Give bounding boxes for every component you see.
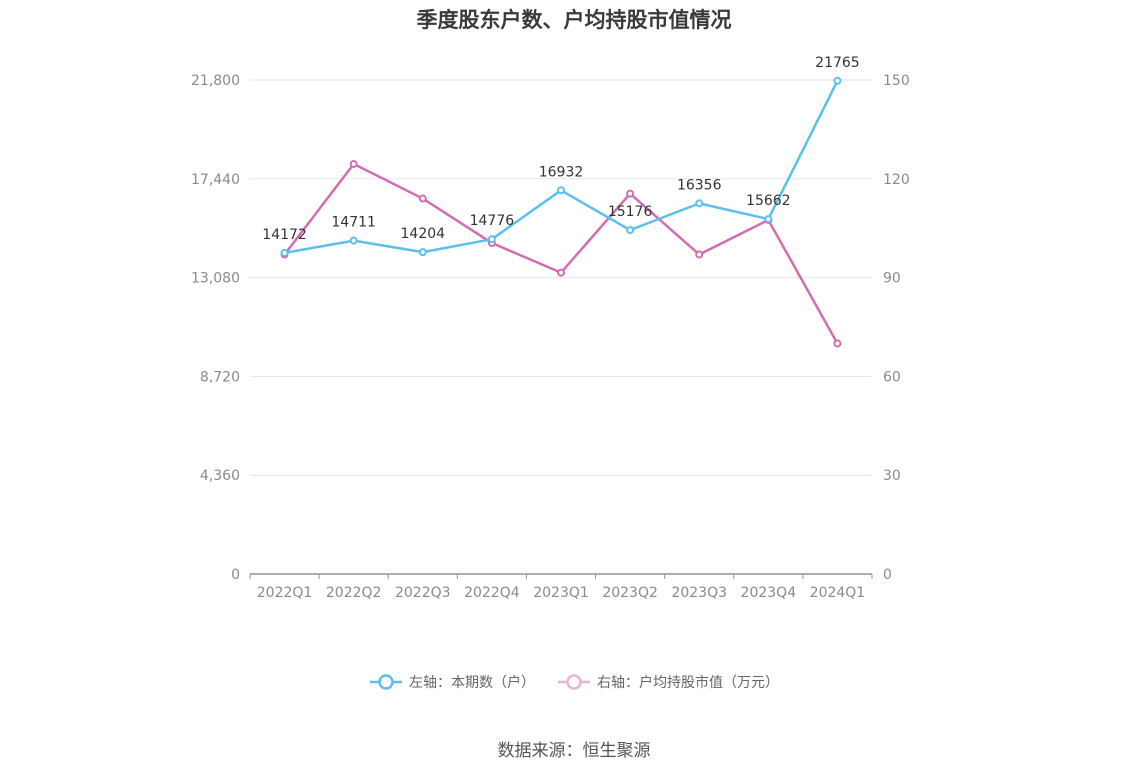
x-tick-label: 2022Q3 — [395, 585, 451, 601]
data-label: 16932 — [539, 164, 584, 180]
data-source: 数据来源：恒生聚源 — [497, 741, 651, 761]
x-axis-ticks: 2022Q1 2022Q2 2022Q3 2022Q4 2023Q1 2023Q2 2023… — [257, 585, 865, 601]
x-tick-label: 2023Q1 — [533, 585, 589, 601]
point-left — [833, 76, 842, 85]
x-tick-label: 2023Q4 — [741, 585, 797, 601]
data-label: 16356 — [677, 177, 722, 193]
point-right — [557, 268, 565, 277]
grid-lines — [249, 79, 873, 579]
x-tick-label: 2022Q2 — [326, 585, 382, 601]
data-label: 14776 — [470, 213, 515, 229]
data-label: 14172 — [262, 227, 307, 243]
point-left — [418, 248, 427, 257]
point-left — [764, 215, 773, 224]
data-label: 14204 — [401, 226, 446, 242]
x-tick-label: 2023Q3 — [671, 585, 727, 601]
point-left — [695, 199, 704, 208]
x-tick-label: 2022Q4 — [464, 585, 520, 601]
point-left — [487, 235, 496, 244]
point-left — [349, 236, 358, 245]
left-axis-ticks: 0 4,360 8,720 13,080 17,440 21,800 — [191, 73, 240, 583]
chart-title: 季度股东户数、户均持股市值情况 — [416, 8, 732, 32]
legend-item-right[interactable]: 右轴：户均持股市值（万元） — [557, 672, 779, 692]
point-right — [349, 159, 358, 168]
right-tick-label: 0 — [883, 567, 892, 583]
x-tick-label: 2024Q1 — [810, 585, 866, 601]
point-right — [695, 250, 704, 259]
point-left — [557, 186, 565, 195]
point-right — [418, 194, 427, 203]
right-tick-label: 90 — [883, 271, 901, 287]
legend-line-circle-icon — [370, 674, 402, 690]
left-tick-label: 0 — [231, 567, 240, 583]
x-tick-label: 2023Q2 — [602, 585, 658, 601]
right-tick-label: 120 — [883, 172, 910, 188]
right-tick-label: 30 — [883, 468, 901, 484]
legend-label-left: 左轴：本期数（户） — [409, 675, 535, 691]
data-labels: 14172 14711 14204 14776 16932 15176 16356 15662… — [262, 55, 859, 243]
left-tick-label: 8,720 — [200, 369, 240, 385]
left-tick-label: 21,800 — [191, 73, 240, 89]
data-label: 15176 — [608, 204, 653, 220]
left-tick-label: 4,360 — [200, 468, 240, 484]
legend-line-circle-icon — [558, 674, 590, 690]
point-right — [626, 189, 635, 198]
left-tick-label: 17,440 — [191, 172, 240, 188]
legend: 左轴：本期数（户） 右轴：户均持股市值（万元） — [0, 672, 1148, 692]
legend-label-right: 右轴：户均持股市值（万元） — [597, 675, 779, 691]
right-tick-label: 60 — [883, 369, 901, 385]
point-left — [626, 226, 635, 235]
legend-item-left[interactable]: 左轴：本期数（户） — [369, 672, 535, 692]
x-tick-label: 2022Q1 — [257, 585, 313, 601]
point-left — [280, 248, 289, 257]
data-label: 15662 — [746, 193, 791, 209]
data-label: 14711 — [331, 215, 376, 231]
series-group — [280, 76, 842, 348]
data-label: 21765 — [815, 55, 860, 71]
left-tick-label: 13,080 — [191, 271, 240, 287]
right-tick-label: 150 — [883, 73, 910, 89]
point-right — [833, 339, 842, 348]
right-axis-ticks: 0 30 60 90 120 150 — [883, 73, 910, 583]
